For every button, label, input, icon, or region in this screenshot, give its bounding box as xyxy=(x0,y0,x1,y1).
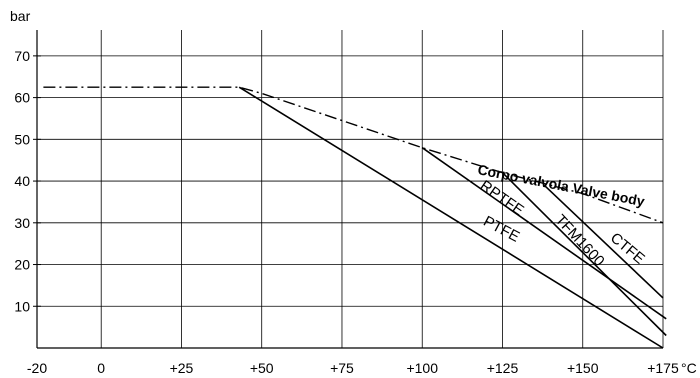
x-tick-label-3: +50 xyxy=(250,360,274,376)
curve-label-4: CTFE xyxy=(607,229,648,267)
x-tick-label-0: -20 xyxy=(27,360,47,376)
x-axis-unit-label: °C xyxy=(681,360,697,376)
x-tick-label-8: +175 xyxy=(647,360,679,376)
x-tick-label-6: +125 xyxy=(487,360,519,376)
y-tick-label-0: 10 xyxy=(14,298,30,314)
x-tick-label-7: +150 xyxy=(567,360,599,376)
grid xyxy=(36,30,664,348)
series-line-ptfe xyxy=(238,86,664,349)
series-line-rptfe xyxy=(421,147,667,320)
series-line-ctfe xyxy=(543,184,664,299)
y-tick-label-4: 50 xyxy=(14,131,30,147)
series-line-tfm1600 xyxy=(501,172,667,337)
y-tick-label-3: 40 xyxy=(14,173,30,189)
curve-label-3: TFM1600 xyxy=(552,211,608,270)
x-tick-label-2: +25 xyxy=(170,360,194,376)
series-lines xyxy=(43,86,667,349)
series-line-corpo-valvola-valve-body xyxy=(43,86,664,224)
x-tick-label-4: +75 xyxy=(330,360,354,376)
axes: 10 20 30 40 50 60 70 -20 0 +25 +50 +75 +100 +125 +150 +… xyxy=(10,8,697,376)
x-tick-label-1: 0 xyxy=(97,360,105,376)
y-tick-label-2: 30 xyxy=(14,215,30,231)
y-tick-label-1: 20 xyxy=(14,257,30,273)
y-tick-label-5: 60 xyxy=(14,90,30,106)
y-tick-label-6: 70 xyxy=(14,48,30,64)
y-axis-unit-label: bar xyxy=(10,8,31,24)
x-tick-label-5: +100 xyxy=(406,360,438,376)
